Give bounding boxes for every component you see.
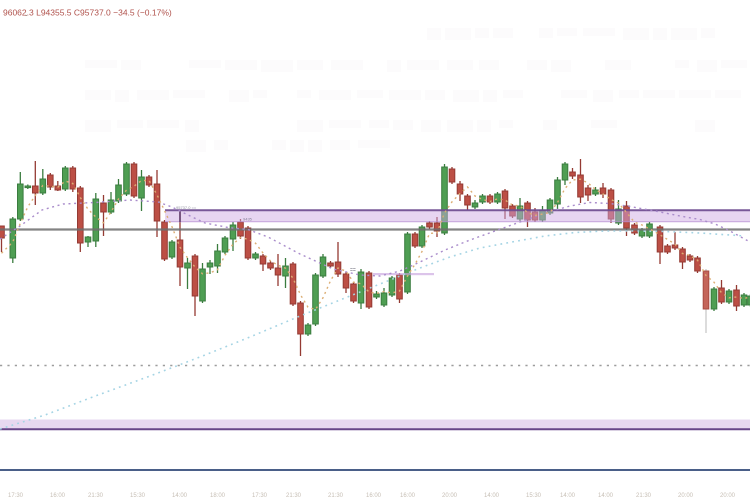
svg-text:15:30: 15:30 — [526, 493, 542, 499]
svg-text:14:00: 14:00 — [560, 493, 576, 499]
svg-text:.: . — [25, 8, 27, 18]
svg-text:16:00: 16:00 — [366, 493, 382, 499]
svg-text:21:30: 21:30 — [328, 493, 344, 499]
svg-text:96062.3 L94355.5 C95737.0 −34.: 96062.3 L94355.5 C95737.0 −34.5 (−0.17%) — [3, 8, 172, 18]
svg-text:21:30: 21:30 — [286, 493, 302, 499]
svg-text:9435: 9435 — [243, 217, 253, 222]
svg-text:20:00: 20:00 — [678, 493, 694, 499]
svg-text:14:00: 14:00 — [598, 493, 614, 499]
svg-text:14:00: 14:00 — [172, 493, 188, 499]
svg-text:20:00: 20:00 — [442, 493, 458, 499]
svg-text:15:30: 15:30 — [130, 493, 146, 499]
svg-text:21:30: 21:30 — [636, 493, 652, 499]
svg-text:18:00: 18:00 — [210, 493, 226, 499]
svg-text:21:30: 21:30 — [88, 493, 104, 499]
svg-text:20:00: 20:00 — [720, 493, 736, 499]
svg-text:14:00: 14:00 — [484, 493, 500, 499]
svg-text:16:00: 16:00 — [400, 493, 416, 499]
svg-text:17:30: 17:30 — [252, 493, 268, 499]
svg-text:16:00: 16:00 — [50, 493, 66, 499]
svg-text:17:30: 17:30 — [8, 493, 24, 499]
svg-text:95737.0 ==: 95737.0 == — [176, 205, 197, 210]
svg-text:==: == — [350, 268, 356, 274]
